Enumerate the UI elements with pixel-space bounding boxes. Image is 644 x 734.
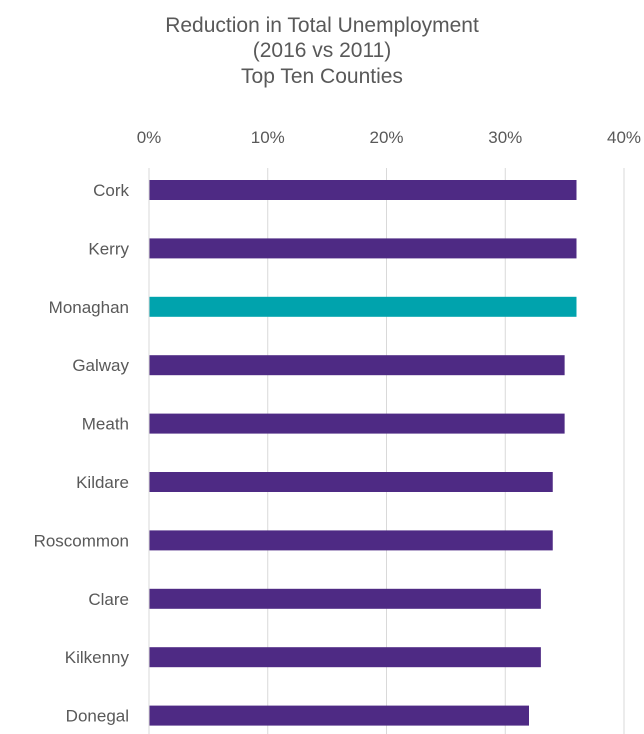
- bar-clare: [149, 588, 541, 609]
- category-label-kildare: Kildare: [76, 473, 129, 492]
- category-label-galway: Galway: [72, 356, 129, 375]
- x-tick-label-1: 10%: [251, 128, 285, 147]
- bar-kilkenny: [149, 647, 541, 668]
- category-label-cork: Cork: [93, 181, 129, 200]
- x-tick-label-0: 0%: [137, 128, 162, 147]
- chart-title-line-2: (2016 vs 2011): [252, 39, 392, 62]
- x-tick-label-2: 20%: [369, 128, 403, 147]
- bar-donegal: [149, 705, 529, 726]
- x-tick-label-4: 40%: [607, 128, 641, 147]
- category-label-kilkenny: Kilkenny: [65, 648, 130, 667]
- bar-meath: [149, 413, 565, 434]
- category-label-kerry: Kerry: [88, 239, 129, 258]
- chart-title-line-1: Reduction in Total Unemployment: [165, 14, 479, 37]
- category-label-meath: Meath: [82, 415, 129, 434]
- bar-galway: [149, 355, 565, 376]
- bar-roscommon: [149, 530, 553, 551]
- chart-title-line-3: Top Ten Counties: [241, 65, 403, 88]
- category-label-roscommon: Roscommon: [34, 531, 129, 550]
- bar-monaghan: [149, 296, 577, 317]
- bar-kildare: [149, 472, 553, 492]
- bar-cork: [149, 180, 577, 200]
- bar-kerry: [149, 238, 577, 259]
- category-label-donegal: Donegal: [66, 707, 129, 726]
- category-label-monaghan: Monaghan: [49, 298, 129, 317]
- x-tick-label-3: 30%: [488, 128, 522, 147]
- category-label-clare: Clare: [88, 590, 129, 609]
